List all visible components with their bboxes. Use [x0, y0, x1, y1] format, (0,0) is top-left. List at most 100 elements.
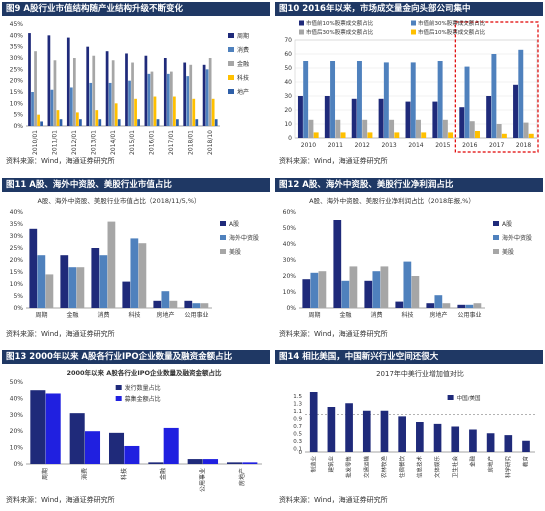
legend-swatch [228, 89, 234, 94]
x-tick-label: 教育 [522, 456, 530, 468]
bar [469, 121, 475, 138]
bar [362, 410, 371, 452]
bar [434, 295, 443, 308]
x-tick-label: 2012 [355, 142, 370, 149]
x-tick-label: 科技 [128, 311, 140, 319]
x-tick-label: 房地产 [486, 456, 494, 473]
source-note: 资料来源：Wind，海通证券研究所 [279, 330, 388, 338]
bar [86, 46, 90, 126]
bar [364, 280, 373, 308]
bar [394, 132, 400, 138]
bar [203, 459, 219, 464]
bar [327, 407, 336, 452]
bar [309, 392, 318, 452]
y-tick-label: 35% [10, 44, 24, 51]
x-tick-label: 2016 [462, 142, 477, 149]
bar [173, 96, 176, 126]
bar [125, 53, 128, 126]
bar [464, 66, 470, 138]
bar [34, 51, 37, 127]
bar [528, 133, 534, 138]
y-tick-label: 50% [10, 379, 24, 386]
legend-swatch [228, 47, 234, 52]
bar [85, 431, 101, 464]
x-tick-label: 2013/01 [90, 130, 97, 155]
y-tick-label: 40% [10, 395, 24, 402]
bar [318, 271, 327, 308]
bar [53, 60, 57, 127]
x-tick-label: 制造业 [309, 456, 317, 473]
bar [163, 58, 167, 126]
bar [459, 107, 465, 138]
y-tick-label: 10% [10, 100, 24, 107]
bar [130, 238, 139, 308]
legend-label: 地产 [237, 88, 249, 96]
chart-fig11: A股、海外中资股、美股行业市值占比（2018/11/5,%） 0% 5% 10% 15%… [10, 196, 259, 319]
legend-swatch [411, 20, 416, 26]
chart-fig13: 2000年以来 A股各行业IPO企业数量及融资金额占比 0% 10% 20% 30% 40… [10, 368, 262, 492]
bar [128, 80, 131, 126]
bar [117, 119, 121, 126]
legend-label: 美股 [229, 248, 241, 256]
chart-fig12: A股、海外中资股、美股行业净利润占比（2018年报,%） 0% 10% 20% 30% 4… [283, 196, 532, 319]
bar [144, 55, 148, 126]
bar [310, 272, 319, 308]
legend-label: 发行数量占比 [125, 384, 161, 392]
legend-swatch [447, 395, 454, 400]
bar [297, 96, 303, 138]
y-tick-label: 25% [10, 245, 24, 252]
legend-swatch [493, 221, 499, 226]
bar [37, 114, 40, 126]
x-tick-label: 周期 [35, 311, 47, 319]
bar [433, 423, 442, 452]
x-tick-label: 2014 [408, 142, 423, 149]
x-tick-label: 公用事业 [184, 311, 208, 319]
x-tick-label: 信息技术 [416, 456, 424, 479]
bar [380, 266, 389, 308]
panel-fig12: 图12 A股、海外中资股、美股行业净利润占比 A股、海外中资股、美股行业净利润占… [275, 178, 543, 343]
legend-label: 市值前10%股票成交额占比 [306, 19, 374, 27]
bar [114, 103, 118, 126]
y-tick-label: 45% [10, 21, 24, 28]
highlight-box [454, 21, 539, 153]
legend-swatch [115, 385, 122, 390]
bar [340, 132, 346, 138]
chart-title: 2017年中美行业增加值对比 [376, 369, 464, 378]
bar [105, 51, 109, 127]
x-tick-label: 文体娱乐 [433, 456, 441, 479]
x-tick-label: 住宿餐饮 [398, 456, 406, 479]
bar [45, 393, 61, 464]
bar [389, 119, 395, 138]
bar [192, 303, 201, 308]
bar [60, 255, 69, 308]
legend-swatch [220, 235, 226, 240]
bar [76, 112, 79, 126]
bar [108, 82, 112, 126]
y-tick-label: 50 [284, 65, 292, 72]
bar [205, 69, 209, 126]
x-tick-label: 公用事业 [457, 311, 481, 319]
y-tick-label: 50% [283, 225, 297, 232]
y-tick-label: 1.5 [293, 394, 302, 400]
x-tick-label: 2013 [381, 142, 396, 149]
x-tick-label: 交通运输 [362, 456, 370, 479]
legend-swatch [228, 61, 234, 66]
y-tick-label: 0.1 [293, 446, 302, 452]
bar [187, 459, 203, 464]
bar [192, 98, 196, 126]
bar [189, 64, 193, 126]
bar [380, 410, 389, 452]
x-tick-label: 2017 [489, 142, 504, 149]
bar [108, 432, 125, 464]
y-tick-label: 5% [13, 293, 23, 300]
y-tick-label: 15% [10, 269, 24, 276]
bar [137, 119, 140, 126]
x-tick-label: 消费 [81, 468, 89, 480]
y-tick-label: 30% [10, 55, 24, 62]
bar [29, 228, 38, 308]
y-tick-label: 40% [10, 32, 24, 39]
bar [92, 55, 96, 126]
x-tick-label: 2014/01 [110, 130, 117, 155]
x-tick-label: 2011 [328, 142, 343, 149]
panel-header: 图13 2000年以来 A股各行业IPO企业数量及融资金额占比 [2, 350, 270, 364]
